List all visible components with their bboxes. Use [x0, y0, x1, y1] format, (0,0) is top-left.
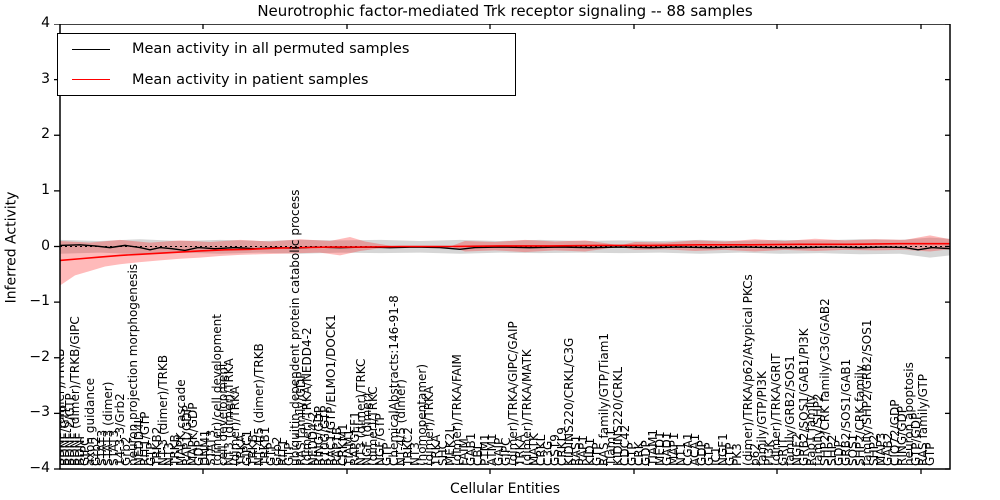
y-tick-label: −4 — [29, 460, 50, 476]
y-tick-label: 2 — [41, 126, 50, 143]
legend-label-patient: Mean activity in patient samples — [132, 71, 369, 88]
legend-entry-patient: Mean activity in patient samples — [58, 72, 515, 88]
y-tick-label: 3 — [41, 70, 50, 87]
legend-line-patient-icon — [72, 79, 110, 81]
legend-label-permuted: Mean activity in all permuted samples — [132, 41, 410, 58]
legend: Mean activity in all permuted samples Me… — [57, 33, 516, 96]
chart-title: Neurotrophic factor-mediated Trk recepto… — [257, 2, 753, 20]
series-line-0 — [59, 244, 951, 252]
y-tick-label: 0 — [41, 237, 50, 254]
y-tick-label: 1 — [41, 181, 50, 198]
legend-line-permuted-icon — [72, 48, 110, 50]
y-tick-label: −3 — [29, 404, 50, 421]
y-tick-label: −2 — [29, 348, 50, 365]
y-tick-label: 4 — [41, 15, 50, 31]
chart-canvas — [54, 24, 951, 474]
x-axis-label: Cellular Entities — [449, 481, 561, 497]
legend-entry-permuted: Mean activity in all permuted samples — [58, 41, 515, 57]
patient-std-band — [60, 235, 950, 286]
series-line-1 — [59, 242, 950, 262]
y-tick-label: −1 — [29, 293, 50, 310]
